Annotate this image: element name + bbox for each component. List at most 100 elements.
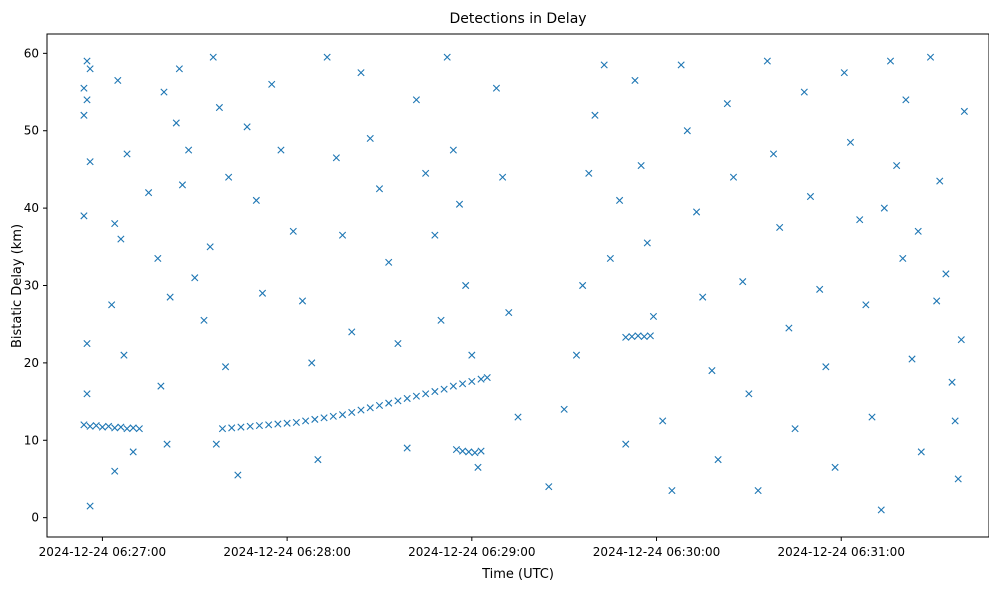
data-point [394, 397, 402, 405]
data-point [412, 392, 421, 400]
data-point [893, 161, 901, 170]
data-point [120, 351, 128, 359]
data-point [585, 169, 593, 177]
data-point [83, 57, 91, 65]
data-point [246, 422, 254, 430]
data-point [908, 355, 916, 363]
data-point [311, 415, 319, 423]
data-point [634, 332, 642, 340]
data-point [225, 173, 233, 181]
data-point [163, 440, 171, 448]
data-point [166, 293, 174, 301]
data-point [394, 339, 402, 348]
data-point [160, 88, 168, 96]
x-tick-label: 2024-12-24 06:31:00 [778, 545, 905, 559]
x-axis: 2024-12-24 06:27:00 2024-12-24 06:28:00 20… [39, 537, 905, 559]
data-point [123, 150, 131, 158]
data-point [178, 181, 187, 189]
chart-title: Detections in Delay [449, 11, 586, 27]
data-point [831, 463, 839, 471]
x-tick-label: 2024-12-24 06:28:00 [223, 545, 350, 559]
y-tick-label: 60 [24, 46, 39, 60]
data-point [104, 422, 113, 430]
data-point [111, 424, 119, 432]
data-point [289, 227, 297, 235]
data-point [255, 421, 264, 430]
data-point [458, 447, 467, 455]
x-tick-label: 2024-12-24 06:27:00 [39, 545, 166, 559]
data-point [449, 382, 457, 390]
data-point [348, 328, 356, 336]
data-point [332, 154, 340, 162]
data-point [449, 146, 457, 154]
y-tick-label: 50 [24, 124, 39, 138]
data-point [643, 239, 651, 247]
data-point [899, 254, 907, 263]
data-point [560, 405, 568, 413]
data-point [868, 413, 876, 421]
data-point [144, 189, 153, 197]
data-point [942, 270, 950, 278]
data-point [117, 235, 125, 243]
data-point [437, 316, 445, 324]
data-points [80, 53, 968, 514]
data-point [468, 377, 476, 386]
data-point [375, 401, 384, 410]
data-point [545, 483, 553, 491]
data-point [277, 146, 285, 154]
data-point [212, 440, 220, 448]
data-point [954, 475, 962, 483]
y-tick-label: 0 [31, 511, 39, 525]
data-point [243, 123, 251, 131]
data-point [754, 486, 762, 495]
data-point [822, 363, 830, 371]
data-point [933, 297, 941, 305]
data-point [499, 173, 507, 181]
data-point [366, 404, 374, 412]
data-point [708, 367, 716, 375]
data-point [455, 200, 464, 208]
data-point [123, 425, 131, 433]
data-point [385, 258, 393, 266]
data-point [83, 96, 91, 104]
data-point [431, 387, 439, 396]
plot-area [47, 34, 989, 537]
data-point [80, 421, 88, 429]
data-point [252, 196, 260, 204]
data-point [745, 390, 753, 398]
data-point [348, 408, 356, 416]
data-point [265, 421, 273, 429]
data-point [816, 285, 824, 293]
data-point [806, 192, 815, 201]
data-point [154, 254, 162, 263]
data-point [914, 227, 922, 235]
data-point [422, 390, 430, 398]
data-point [677, 61, 685, 69]
data-point [412, 96, 421, 104]
data-point [960, 107, 968, 115]
data-point [606, 254, 614, 263]
data-point [215, 103, 223, 112]
data-point [375, 185, 384, 193]
data-point [926, 53, 935, 61]
data-point [856, 216, 864, 224]
data-point [129, 424, 137, 432]
data-point [338, 231, 347, 239]
data-point [111, 467, 119, 475]
data-point [948, 378, 956, 386]
data-point [283, 419, 291, 427]
data-point [840, 69, 848, 77]
data-point [631, 76, 639, 85]
data-point [622, 440, 630, 448]
data-point [320, 414, 328, 422]
data-point [431, 231, 439, 239]
data-point [951, 417, 959, 425]
data-point [80, 84, 88, 92]
data-point [800, 88, 808, 96]
data-point [440, 385, 448, 393]
data-point [615, 196, 624, 204]
data-point [579, 281, 587, 290]
data-point [637, 161, 645, 170]
y-tick-label: 10 [24, 433, 39, 447]
